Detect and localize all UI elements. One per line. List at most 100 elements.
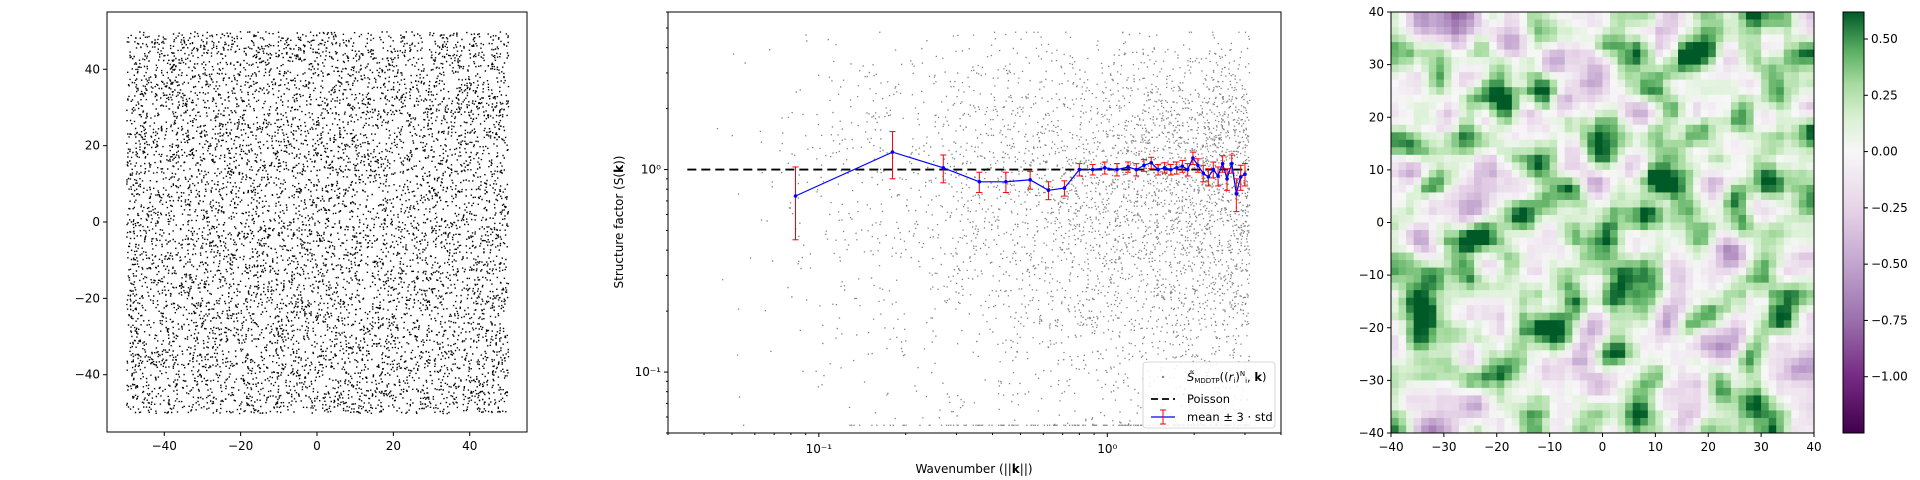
heatmap-cell (1798, 282, 1807, 291)
heatmap-cell (1572, 402, 1581, 411)
heatmap-cell (1662, 109, 1671, 118)
heatmap-cell (1458, 267, 1467, 276)
heatmap-cell (1587, 305, 1596, 314)
heatmap-cell (1738, 372, 1747, 381)
heatmap-cell (1798, 34, 1807, 43)
heatmap-cell (1466, 94, 1475, 103)
heatmap-cell (1564, 147, 1573, 156)
heatmap-cell (1708, 19, 1717, 28)
heatmap-cell (1730, 252, 1739, 261)
heatmap-cell (1526, 87, 1535, 96)
heatmap-cell (1761, 192, 1770, 201)
heatmap-cell (1451, 94, 1460, 103)
heatmap-cell (1761, 79, 1770, 88)
heatmap-cell (1594, 357, 1603, 366)
heatmap-cell (1594, 305, 1603, 314)
x-tick-label: 40 (462, 439, 477, 453)
heatmap-cell (1768, 365, 1777, 374)
heatmap-cell (1723, 162, 1732, 171)
heatmap-cell (1542, 417, 1551, 426)
heatmap-cell (1564, 402, 1573, 411)
heatmap-cell (1708, 42, 1717, 50)
heatmap-cell (1542, 327, 1551, 336)
heatmap-cell (1564, 27, 1573, 35)
heatmap-cell (1776, 402, 1785, 411)
heatmap-cell (1768, 199, 1777, 208)
heatmap-cell (1511, 64, 1520, 73)
heatmap-cell (1474, 275, 1483, 284)
heatmap-cell (1519, 94, 1528, 103)
heatmap-cell (1466, 169, 1475, 178)
heatmap-cell (1474, 139, 1483, 148)
heatmap-cell (1798, 245, 1807, 253)
heatmap-cell (1504, 222, 1513, 231)
heatmap-cell (1481, 402, 1490, 411)
heatmap-cell (1783, 357, 1792, 366)
heatmap-cell (1617, 380, 1626, 389)
heatmap-cell (1511, 275, 1520, 284)
heatmap-cell (1693, 177, 1702, 186)
heatmap-cell (1798, 12, 1807, 20)
heatmap-cell (1625, 147, 1634, 156)
heatmap-cell (1549, 57, 1558, 66)
heatmap-cell (1413, 245, 1422, 253)
heatmap-cell (1655, 387, 1664, 396)
heatmap-cell (1489, 124, 1498, 133)
heatmap-cell (1428, 162, 1437, 171)
heatmap-cell (1398, 290, 1407, 299)
heatmap-cell (1557, 124, 1566, 133)
heatmap-cell (1511, 357, 1520, 366)
heatmap-cell (1526, 57, 1535, 66)
heatmap-cell (1617, 230, 1626, 238)
heatmap-cell (1655, 102, 1664, 111)
heatmap-cell (1798, 207, 1807, 216)
heatmap-cell (1474, 305, 1483, 314)
x-tick-label: 0 (313, 439, 321, 453)
heatmap-cell (1662, 282, 1671, 291)
heatmap-cell (1678, 327, 1686, 336)
heatmap-cell (1685, 169, 1694, 178)
heatmap-cell (1428, 124, 1437, 133)
heatmap-cell (1693, 42, 1702, 50)
heatmap-cell (1798, 87, 1807, 96)
heatmap-cell (1398, 109, 1407, 118)
heatmap-cell (1655, 214, 1664, 223)
heatmap-cell (1496, 12, 1505, 20)
heatmap-cell (1806, 19, 1815, 28)
heatmap-cell (1798, 169, 1807, 178)
heatmap-cell (1632, 230, 1641, 238)
heatmap-cell (1398, 214, 1407, 223)
heatmap-cell (1421, 147, 1430, 156)
heatmap-cell (1572, 117, 1581, 126)
heatmap-cell (1723, 34, 1732, 43)
heatmap-cell (1421, 387, 1430, 396)
heatmap-cell (1519, 177, 1528, 186)
heatmap-cell (1655, 357, 1664, 366)
heatmap-cell (1632, 260, 1641, 269)
heatmap-cell (1542, 395, 1551, 404)
heatmap-cell (1806, 305, 1815, 314)
heatmap-cell (1526, 327, 1535, 336)
heatmap-cell (1647, 395, 1656, 404)
heatmap-cell (1587, 297, 1596, 306)
heatmap-cell (1768, 372, 1777, 381)
heatmap-cell (1791, 387, 1800, 396)
heatmap-cell (1708, 124, 1717, 133)
heatmap-cell (1519, 169, 1528, 178)
heatmap-cell (1700, 162, 1709, 171)
heatmap-cell (1542, 357, 1551, 366)
heatmap-cell (1489, 64, 1498, 73)
heatmap-cell (1549, 417, 1558, 426)
heatmap-cell (1391, 245, 1399, 253)
heatmap-cell (1746, 27, 1754, 35)
heatmap-cell (1594, 109, 1603, 118)
heatmap-cell (1700, 64, 1709, 73)
heatmap-cell (1738, 275, 1747, 284)
heatmap-cell (1542, 147, 1551, 156)
heatmap-cell (1466, 305, 1475, 314)
heatmap-cell (1519, 425, 1528, 434)
heatmap-cell (1481, 267, 1490, 276)
heatmap-cell (1466, 72, 1475, 81)
heatmap-cell (1715, 184, 1724, 193)
heatmap-cell (1436, 124, 1445, 133)
